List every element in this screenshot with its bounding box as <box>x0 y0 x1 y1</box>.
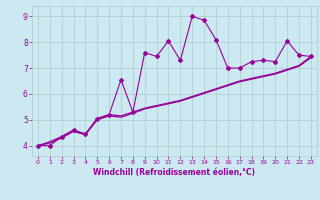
X-axis label: Windchill (Refroidissement éolien,°C): Windchill (Refroidissement éolien,°C) <box>93 168 255 177</box>
